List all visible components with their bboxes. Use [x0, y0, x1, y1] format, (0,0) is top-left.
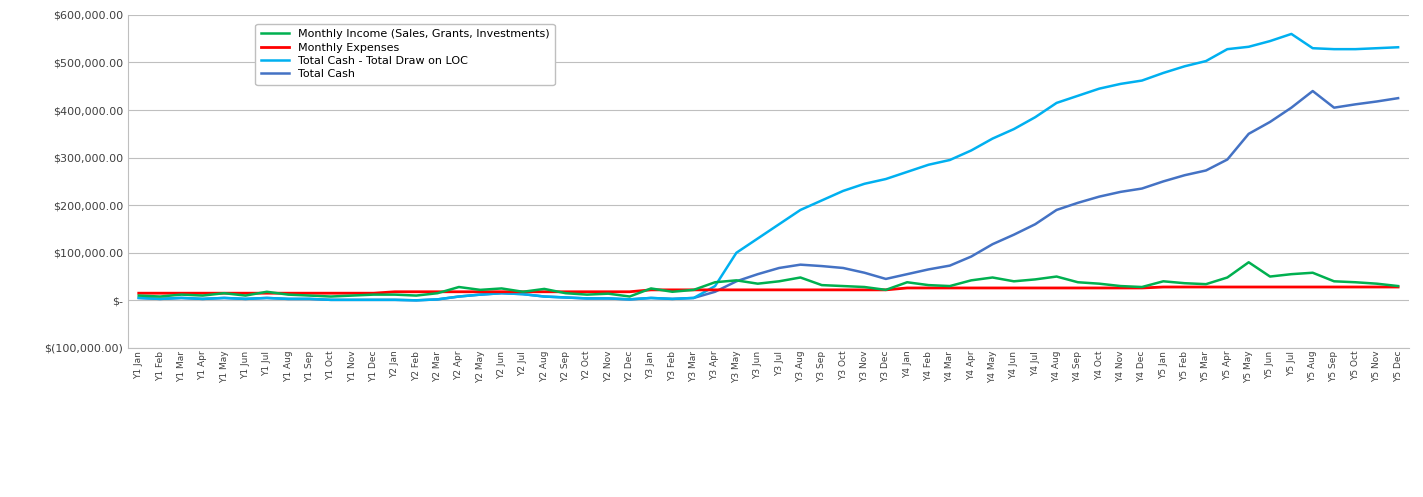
Total Cash - Total Draw on LOC — [942, 157, 959, 163]
Monthly Expenses — [556, 289, 573, 295]
Line: Monthly Expenses: Monthly Expenses — [139, 287, 1397, 293]
Line: Monthly Income (Sales, Grants, Investments): Monthly Income (Sales, Grants, Investmen… — [139, 262, 1397, 297]
Total Cash - Total Draw on LOC — [515, 291, 532, 297]
Total Cash — [942, 262, 959, 268]
Monthly Expenses — [450, 289, 467, 295]
Total Cash - Total Draw on LOC — [131, 295, 148, 301]
Monthly Expenses — [1155, 284, 1173, 290]
Total Cash - Total Draw on LOC — [471, 292, 490, 298]
Total Cash - Total Draw on LOC — [578, 295, 595, 301]
Line: Total Cash: Total Cash — [139, 91, 1397, 300]
Total Cash - Total Draw on LOC — [1389, 44, 1406, 50]
Monthly Income (Sales, Grants, Investments) — [1241, 259, 1258, 265]
Monthly Income (Sales, Grants, Investments) — [515, 289, 532, 295]
Monthly Income (Sales, Grants, Investments) — [556, 290, 573, 296]
Monthly Income (Sales, Grants, Investments) — [1389, 283, 1406, 289]
Monthly Income (Sales, Grants, Investments) — [131, 293, 148, 299]
Monthly Expenses — [344, 290, 361, 296]
Monthly Expenses — [1389, 284, 1406, 290]
Legend: Monthly Income (Sales, Grants, Investments), Monthly Expenses, Total Cash - Tota: Monthly Income (Sales, Grants, Investmen… — [255, 24, 555, 85]
Total Cash - Total Draw on LOC — [1284, 31, 1301, 37]
Total Cash - Total Draw on LOC — [408, 297, 425, 303]
Monthly Expenses — [919, 285, 936, 291]
Total Cash — [515, 291, 532, 297]
Monthly Income (Sales, Grants, Investments) — [942, 283, 959, 289]
Monthly Income (Sales, Grants, Investments) — [364, 292, 381, 298]
Monthly Income (Sales, Grants, Investments) — [151, 294, 169, 300]
Total Cash — [578, 295, 595, 301]
Monthly Income (Sales, Grants, Investments) — [578, 292, 595, 298]
Total Cash — [1303, 88, 1321, 94]
Total Cash — [1389, 95, 1406, 101]
Monthly Income (Sales, Grants, Investments) — [471, 287, 490, 293]
Monthly Expenses — [494, 289, 511, 295]
Total Cash — [408, 297, 425, 303]
Total Cash — [131, 295, 148, 301]
Total Cash - Total Draw on LOC — [344, 297, 361, 303]
Total Cash — [471, 292, 490, 298]
Total Cash — [556, 295, 573, 301]
Monthly Expenses — [131, 290, 148, 296]
Total Cash - Total Draw on LOC — [556, 295, 573, 301]
Total Cash — [344, 297, 361, 303]
Line: Total Cash - Total Draw on LOC: Total Cash - Total Draw on LOC — [139, 34, 1397, 300]
Monthly Expenses — [535, 289, 552, 295]
